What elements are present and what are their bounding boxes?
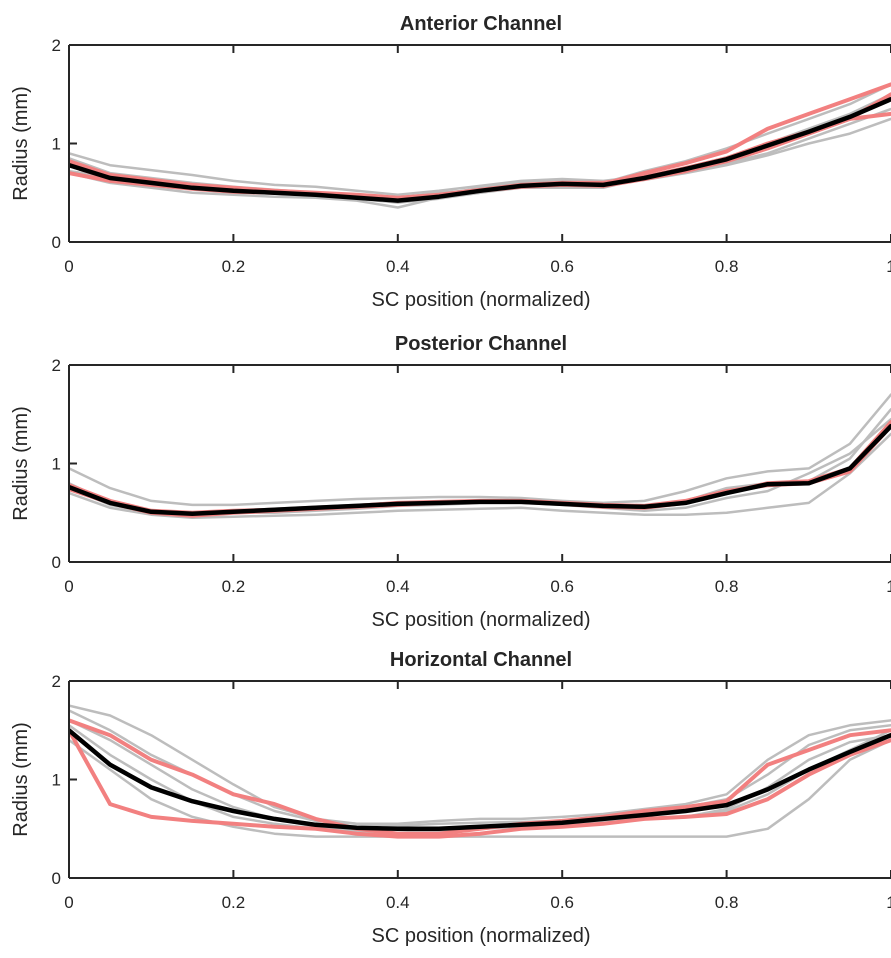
x-tick-label: 1	[886, 577, 891, 596]
y-axis-label: Radius (mm)	[10, 406, 32, 520]
chart-panel-1: 0 0.2 0.4 0.6 0.8 1 0 1 2 Anterior Channel SC posi…	[10, 13, 891, 311]
y-axis-label: Radius (mm)	[10, 722, 32, 836]
x-axis-label: SC position (normalized)	[372, 925, 591, 947]
y-tick-label: 2	[52, 672, 61, 691]
x-tick-label: 1	[886, 893, 891, 912]
series-line-individual-5	[69, 709, 891, 828]
x-axis-label: SC position (normalized)	[372, 609, 591, 631]
series-group	[69, 393, 891, 519]
x-tick-label: 0.8	[715, 577, 739, 596]
series-group	[69, 704, 891, 839]
x-tick-label: 0.2	[222, 893, 246, 912]
y-tick-label: 0	[52, 869, 61, 888]
x-tick-label: 0.4	[386, 577, 410, 596]
x-tick-label: 0.6	[550, 257, 574, 276]
x-tick-label: 0.8	[715, 257, 739, 276]
series-line-individual-1	[69, 704, 891, 826]
chart-title: Posterior Channel	[395, 333, 567, 355]
chart-title: Anterior Channel	[400, 13, 562, 35]
x-tick-label: 0.6	[550, 893, 574, 912]
series-line-individual-2	[69, 432, 891, 519]
chart-panel-2: 0 0.2 0.4 0.6 0.8 1 0 1 2 Posterior Channel SC pos…	[10, 333, 891, 631]
x-tick-label: 0	[64, 257, 73, 276]
y-tick-label: 1	[52, 455, 61, 474]
x-tick-label: 0.4	[386, 893, 410, 912]
x-tick-label: 0.2	[222, 577, 246, 596]
series-line-mean-8	[69, 728, 891, 832]
y-tick-label: 1	[52, 771, 61, 790]
series-line-individual-1	[69, 393, 891, 507]
x-axis-label: SC position (normalized)	[372, 289, 591, 311]
y-tick-label: 1	[52, 135, 61, 154]
x-tick-label: 0.2	[222, 257, 246, 276]
y-tick-label: 0	[52, 233, 61, 252]
chart-panel-3: 0 0.2 0.4 0.6 0.8 1 0 1 2 Horizontal Channel SC po…	[10, 649, 891, 947]
x-tick-label: 1	[886, 257, 891, 276]
y-axis-label: Radius (mm)	[10, 86, 32, 200]
y-tick-label: 2	[52, 356, 61, 375]
x-tick-label: 0.6	[550, 577, 574, 596]
x-tick-label: 0.8	[715, 893, 739, 912]
x-tick-label: 0	[64, 577, 73, 596]
x-tick-label: 0.4	[386, 257, 410, 276]
x-tick-label: 0	[64, 893, 73, 912]
y-tick-label: 2	[52, 36, 61, 55]
series-line-mean-9	[69, 96, 891, 203]
y-tick-label: 0	[52, 553, 61, 572]
series-group	[69, 82, 891, 209]
series-line-mean-7	[69, 423, 891, 516]
series-line-highlight-7	[69, 728, 891, 839]
chart-title: Horizontal Channel	[390, 649, 572, 671]
